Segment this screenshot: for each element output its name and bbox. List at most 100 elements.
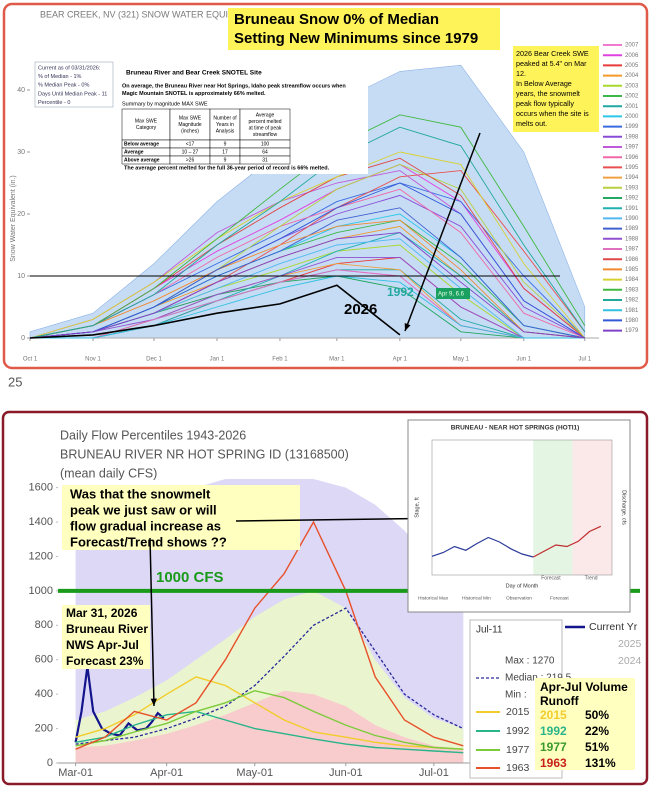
arrow (404, 132, 481, 332)
text-line: years, the snowmelt (516, 89, 580, 98)
table-header: percent melted (248, 119, 281, 125)
runoff-year: 1977 (540, 740, 567, 754)
legend-label: Current Yr (589, 621, 638, 633)
runoff-year: 2015 (540, 708, 567, 722)
legend-label: 1994 (625, 175, 639, 181)
y-axis-label: Snow Water Equivalent (in.) (10, 175, 17, 262)
table-cell-text: >26 (186, 157, 195, 163)
summary-caption: Summary by magnitude MAX SWE (122, 101, 208, 107)
text-line: Bruneau Snow 0% of Median (234, 11, 439, 28)
x-tick-label: Mar-01 (58, 767, 93, 779)
x-tick-label: Jul-01 (419, 767, 449, 779)
runoff-percent: 50% (585, 708, 609, 722)
runoff-box (535, 678, 635, 770)
legend-label: 1998 (625, 134, 639, 140)
swe-line (30, 275, 585, 339)
y-tick-label: 800 (35, 619, 53, 631)
legend-label: 2006 (625, 53, 639, 59)
legend-label: 1986 (625, 257, 639, 263)
text-line: peak we just saw or will (70, 502, 217, 517)
inset-y2-label: Discharge, cfs (621, 490, 627, 525)
table-header: Max SWE (179, 115, 202, 121)
text-line: Setting New Minimums since 1979 (234, 30, 478, 47)
table-header: Category (136, 125, 157, 131)
table-cell-text: <17 (186, 141, 195, 147)
y-tick-label: 400 (35, 688, 53, 700)
table-cell-text: 9 (224, 141, 227, 147)
arrow (149, 537, 155, 707)
text-line: flow gradual increase as (70, 518, 221, 533)
legend-label: 2003 (625, 83, 639, 89)
chart-title: (mean daily CFS) (60, 466, 157, 480)
table-cell (209, 108, 241, 141)
flow-line (75, 676, 464, 750)
table-header: (inches) (181, 128, 199, 134)
page-number: 25 (8, 374, 22, 389)
text-line: 12. (516, 69, 526, 78)
legend-label: 1984 (625, 277, 639, 283)
inset-x-label: Day of Month (506, 583, 539, 589)
legend-label: 2007 (625, 43, 639, 49)
x-tick-label: Feb 1 (272, 357, 288, 363)
swe-line (29, 284, 401, 339)
table-cell-text: Average (124, 149, 144, 155)
x-tick-label: Apr-01 (150, 767, 183, 779)
table-cell-text: 17 (222, 149, 228, 155)
tooltip-title: Jul-11 (476, 625, 503, 636)
inset-legend: Observation (506, 595, 532, 601)
text-line: Forecast 23% (66, 654, 144, 668)
arrow-head (404, 323, 411, 331)
table-cell-text: 64 (262, 149, 268, 155)
headline-box (228, 8, 500, 50)
text-line: Mar 31, 2026 (66, 606, 138, 620)
table-cell-text: 31 (262, 157, 268, 163)
flow-line (75, 607, 464, 745)
tooltip-row: Min : (505, 690, 527, 701)
text-line: occurs when the site is (516, 109, 589, 118)
table-cell-text: 100 (261, 141, 270, 147)
x-tick-label: Mar 1 (329, 357, 345, 363)
legend-label: 1995 (625, 165, 639, 171)
legend-label: 1999 (625, 124, 639, 130)
inset-legend: Historical Min (462, 595, 491, 601)
inset-legend: Historical Max (418, 595, 449, 601)
y-tick-label: 1200 (29, 550, 53, 562)
swe-line (29, 182, 586, 339)
text-line: Days Until Median Peak - 11 (38, 91, 107, 97)
text-line: peaked at 5.4" on Mar (516, 59, 587, 68)
region-label: Forecast (541, 575, 561, 581)
text-line: On average, the Bruneau River near Hot S… (122, 83, 346, 89)
table-header: Years in (216, 122, 234, 128)
table-header: Average (256, 112, 275, 118)
y-tick-label: 10 (17, 273, 25, 280)
tooltip-row: Max : 1270 (505, 656, 555, 667)
legend-label: 1996 (625, 155, 639, 161)
y-tick-label: 0 (47, 757, 53, 769)
inset-legend: Forecast (550, 595, 569, 601)
legend-label: 1989 (625, 226, 639, 232)
text-line: 2026 Bear Creek SWE (516, 49, 589, 58)
legend-label: 1980 (625, 318, 639, 324)
summary-title: Bruneau River and Bear Creek SNOTEL Site (126, 70, 262, 77)
legend-label: 2000 (625, 114, 639, 120)
runoff-year: 1963 (540, 756, 567, 770)
text-line: peak flow typically (516, 99, 574, 108)
chart-title: BEAR CREEK, NV (321) SNOW WATER EQUIVALE… (40, 9, 263, 19)
inset-title: BRUNEAU - NEAR HOT SPRINGS (HOTI1) (451, 425, 580, 432)
inset-y-label: Stage, ft (414, 497, 420, 518)
note-box (513, 46, 599, 132)
summary-footnote: The average percent melted for the full … (124, 165, 330, 171)
legend-label: 2001 (625, 104, 639, 110)
y-tick-label: 20 (17, 211, 25, 218)
chart-title: Daily Flow Percentiles 1943-2026 (60, 428, 246, 442)
text-line: Runoff (540, 694, 580, 708)
status-box (34, 61, 114, 108)
legend-label: 1991 (625, 206, 639, 212)
x-tick-label: May 1 (453, 357, 470, 363)
y-tick-label: 200 (35, 722, 53, 734)
table-cell-text: Above average (124, 157, 160, 163)
swe-line (29, 219, 585, 339)
legend-label: 1982 (625, 298, 639, 304)
y-tick-label: 1600 (29, 482, 53, 494)
